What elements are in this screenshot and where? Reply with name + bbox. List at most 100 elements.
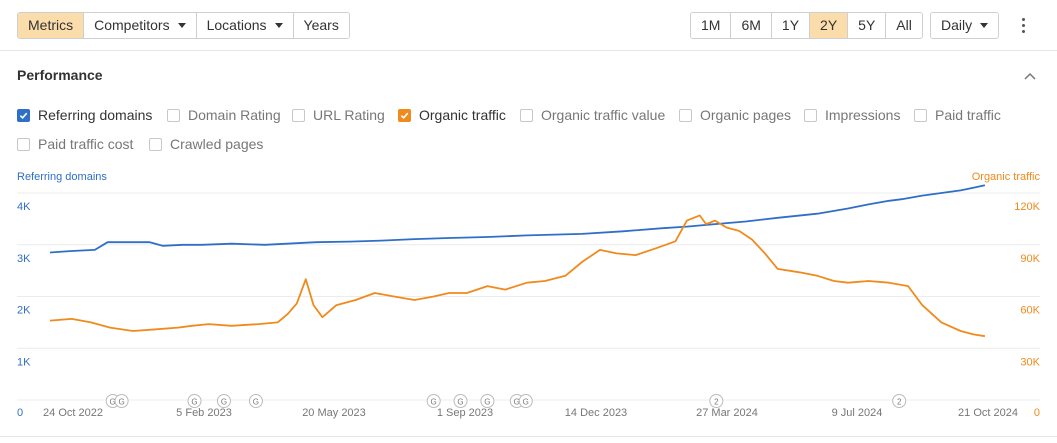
annotation-marker xyxy=(518,394,533,408)
metric-label: Crawled pages xyxy=(170,136,264,152)
bottom-divider xyxy=(0,436,1057,437)
left-tick-label: 2K xyxy=(17,305,31,317)
annotation-label: G xyxy=(253,398,259,407)
checkbox-checked-icon[interactable] xyxy=(17,108,30,122)
tab-label: Years xyxy=(303,17,339,33)
annotation-label: G xyxy=(484,398,490,407)
annotation-label: G xyxy=(119,398,125,407)
annotation-label: G xyxy=(221,398,227,407)
view-selector: Metrics Competitors Locations Years xyxy=(17,12,350,39)
range-6m[interactable]: 6M xyxy=(731,13,772,38)
annotation-marker xyxy=(187,394,202,408)
annotation-marker xyxy=(216,394,231,408)
checkbox-checked-icon[interactable] xyxy=(398,108,411,122)
right-tick-label: 90K xyxy=(1020,253,1040,265)
checkbox-icon[interactable] xyxy=(914,108,927,122)
caret-down-icon xyxy=(177,22,186,28)
tab-metrics[interactable]: Metrics xyxy=(18,13,85,38)
metric-organic-traffic-value[interactable]: Organic traffic value xyxy=(520,106,665,124)
metric-label: Organic pages xyxy=(700,107,792,123)
metric-label: Organic traffic xyxy=(419,107,506,123)
range-2y[interactable]: 2Y xyxy=(810,13,849,38)
interval-dropdown[interactable]: Daily xyxy=(931,13,999,38)
checkbox-icon[interactable] xyxy=(520,108,533,122)
chevron-up-icon[interactable] xyxy=(1022,68,1038,84)
annotation-marker xyxy=(426,394,441,408)
metric-organic-traffic[interactable]: Organic traffic xyxy=(398,106,506,124)
metric-referring-domains[interactable]: Referring domains xyxy=(17,106,152,124)
x-tick-label: 5 Feb 2023 xyxy=(176,407,232,419)
left-tick-label: 3K xyxy=(17,253,31,265)
tab-locations[interactable]: Locations xyxy=(196,13,294,38)
tab-label: Locations xyxy=(206,17,267,33)
checkbox-icon[interactable] xyxy=(679,108,692,122)
right-tick-label: 120K xyxy=(1014,201,1040,213)
annotation-label: G xyxy=(514,398,520,407)
range-1m[interactable]: 1M xyxy=(691,13,732,38)
annotation-label: G xyxy=(431,398,437,407)
metric-label: URL Rating xyxy=(313,107,385,123)
annotation-label: G xyxy=(191,398,197,407)
right-tick-label: 60K xyxy=(1020,305,1040,317)
interval-selector: Daily xyxy=(930,12,1000,39)
caret-down-icon xyxy=(980,22,989,28)
date-range-selector: 1M 6M 1Y 2Y 5Y All xyxy=(690,12,923,39)
x-tick-label: 24 Oct 2022 xyxy=(43,407,103,419)
annotation-label: G xyxy=(110,398,116,407)
right-tick-label: 30K xyxy=(1020,356,1040,368)
metric-impressions[interactable]: Impressions xyxy=(804,106,900,124)
annotation-label: 2 xyxy=(897,398,902,407)
metric-paid-traffic-cost[interactable]: Paid traffic cost xyxy=(17,135,133,153)
metric-label: Paid traffic xyxy=(935,107,1001,123)
series-line-organic-traffic xyxy=(49,214,986,338)
annotation-marker xyxy=(453,394,468,408)
left-axis-title: Referring domains xyxy=(17,171,107,183)
annotation-marker xyxy=(114,394,129,408)
left-tick-label: 4K xyxy=(17,201,31,213)
caret-down-icon xyxy=(274,22,283,28)
left-tick-label: 0 xyxy=(17,407,23,419)
metric-domain-rating[interactable]: Domain Rating xyxy=(167,106,281,124)
kebab-icon[interactable] xyxy=(1016,14,1030,36)
x-tick-label: 21 Oct 2024 xyxy=(958,407,1018,419)
x-tick-label: 20 May 2023 xyxy=(302,407,366,419)
annotation-label: G xyxy=(457,398,463,407)
metric-label: Impressions xyxy=(825,107,901,123)
tab-competitors[interactable]: Competitors xyxy=(84,13,197,38)
range-all[interactable]: All xyxy=(886,13,922,38)
metric-label: Paid traffic cost xyxy=(38,136,134,152)
x-tick-label: 14 Dec 2023 xyxy=(565,407,627,419)
annotation-marker xyxy=(248,394,263,408)
performance-chart: 4K 120K 3K 90K 2K 60K 1K 30K 0 0 24 Oct 2022 5 Feb … xyxy=(17,184,1041,419)
annotation-marker xyxy=(892,394,907,408)
metric-url-rating[interactable]: URL Rating xyxy=(292,106,385,124)
tab-label: Metrics xyxy=(28,17,74,33)
range-5y[interactable]: 5Y xyxy=(848,13,887,38)
metric-label: Domain Rating xyxy=(188,107,281,123)
annotation-marker xyxy=(709,394,724,408)
metric-paid-traffic[interactable]: Paid traffic xyxy=(914,106,1001,124)
tab-label: Competitors xyxy=(94,17,170,33)
checkbox-icon[interactable] xyxy=(167,108,180,122)
right-tick-label: 0 xyxy=(1034,407,1040,419)
range-1y[interactable]: 1Y xyxy=(771,13,811,38)
tab-years[interactable]: Years xyxy=(293,13,349,38)
left-tick-label: 1K xyxy=(17,356,31,368)
right-axis-title: Organic traffic xyxy=(971,171,1040,183)
annotation-label: G xyxy=(523,398,529,407)
metric-label: Referring domains xyxy=(38,107,153,123)
x-tick-label: 1 Sep 2023 xyxy=(437,407,493,419)
annotation-label: 2 xyxy=(714,398,719,407)
x-tick-label: 9 Jul 2024 xyxy=(832,407,883,419)
section-title: Performance xyxy=(17,67,103,83)
x-tick-label: 27 Mar 2024 xyxy=(696,407,758,419)
metric-organic-pages[interactable]: Organic pages xyxy=(679,106,791,124)
metric-crawled-pages[interactable]: Crawled pages xyxy=(149,135,263,153)
metric-label: Organic traffic value xyxy=(541,107,666,123)
checkbox-icon[interactable] xyxy=(292,108,305,122)
annotation-marker xyxy=(480,394,495,408)
checkbox-icon[interactable] xyxy=(804,108,817,122)
checkbox-icon[interactable] xyxy=(149,137,162,151)
checkbox-icon[interactable] xyxy=(17,137,30,151)
series-line-referring-domains xyxy=(49,184,986,254)
